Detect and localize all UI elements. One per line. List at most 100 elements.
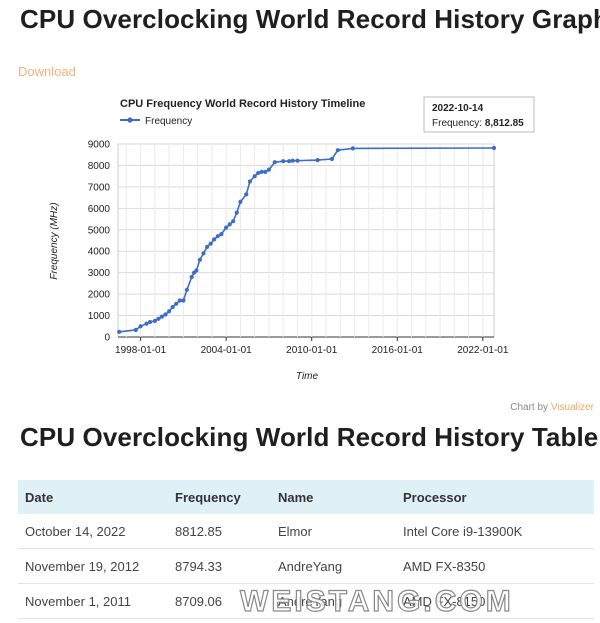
data-point xyxy=(350,146,355,151)
x-tick-label: 1998-01-01 xyxy=(115,345,167,356)
data-point xyxy=(259,169,264,174)
table-row: November 19, 2012 8794.33 AndreYang AMD … xyxy=(18,548,594,584)
data-point xyxy=(144,321,149,326)
cell-name: AndreYang xyxy=(271,548,396,584)
data-point xyxy=(256,170,261,176)
data-point xyxy=(238,199,243,204)
header-processor: Processor xyxy=(396,480,594,514)
cell-processor: AMD FX-8150 xyxy=(396,583,594,619)
data-point xyxy=(148,319,153,325)
data-point xyxy=(219,232,224,237)
x-tick-label: 2022-01-01 xyxy=(457,345,509,356)
data-point xyxy=(215,234,220,239)
data-point xyxy=(184,287,189,292)
data-point xyxy=(152,318,157,323)
header-frequency: Frequency xyxy=(168,480,271,514)
data-point xyxy=(281,159,286,164)
data-point xyxy=(117,329,122,334)
data-point xyxy=(174,301,179,306)
data-point xyxy=(266,167,271,172)
download-link[interactable]: Download xyxy=(18,64,76,79)
data-point xyxy=(290,158,295,163)
data-point xyxy=(295,158,300,163)
tooltip-date: 2022-10-14 xyxy=(432,103,484,114)
data-point xyxy=(138,324,143,329)
data-point xyxy=(163,312,168,317)
data-point xyxy=(335,148,340,153)
y-axis-ticks: 0 1000 2000 3000 4000 5000 6000 7000 8000 9000 xyxy=(88,140,111,344)
credit-prefix: Chart by xyxy=(510,402,551,413)
record-table: Date Frequency Name Processor October 14… xyxy=(18,480,594,619)
legend-label: Frequency xyxy=(145,116,192,127)
x-axis-ticks: 1998-01-01 2004-01-01 2010-01-01 2016-01-01… xyxy=(115,337,509,356)
x-axis-label: Time xyxy=(296,371,319,382)
chart-credit: Chart by Visualizer xyxy=(510,402,594,413)
cell-name: AndreYang xyxy=(271,583,396,619)
y-tick-label: 3000 xyxy=(88,268,111,279)
cell-frequency: 8812.85 xyxy=(168,514,271,549)
table-row: November 1, 2011 8709.06 AndreYang AMD F… xyxy=(18,583,594,619)
chart-series[interactable] xyxy=(117,145,497,334)
visualizer-link[interactable]: Visualizer xyxy=(550,402,594,413)
page-title: CPU Overclocking World Record History Gr… xyxy=(20,4,600,34)
y-tick-label: 1000 xyxy=(88,311,111,322)
tooltip: 2022-10-14 Frequency: 8,812.85 xyxy=(423,96,535,133)
data-point xyxy=(231,219,236,224)
cell-processor: AMD FX-8350 xyxy=(396,548,594,584)
y-tick-label: 7000 xyxy=(88,182,111,193)
data-point xyxy=(252,174,257,179)
cell-date: November 19, 2012 xyxy=(18,548,168,584)
data-point xyxy=(247,179,252,184)
cell-frequency: 8794.33 xyxy=(168,548,271,584)
data-point xyxy=(329,156,334,162)
y-tick-label: 6000 xyxy=(88,204,111,215)
y-tick-label: 5000 xyxy=(88,225,111,236)
data-point xyxy=(167,309,172,314)
y-tick-label: 0 xyxy=(104,333,110,344)
data-point xyxy=(315,158,320,163)
data-point xyxy=(201,251,206,256)
data-point xyxy=(205,244,210,249)
x-tick-label: 2004-01-01 xyxy=(201,345,253,356)
data-point xyxy=(272,160,277,165)
tooltip-number: 8,812.85 xyxy=(485,118,524,129)
tooltip-label: Frequency: xyxy=(432,118,485,129)
data-point xyxy=(194,268,199,273)
table-row: October 14, 2022 8812.85 Elmor Intel Cor… xyxy=(18,514,594,549)
legend-marker-icon xyxy=(127,117,133,123)
data-point xyxy=(170,304,175,310)
data-point xyxy=(159,314,164,319)
data-point xyxy=(224,225,229,230)
frequency-line-chart: 0 1000 2000 3000 4000 5000 6000 7000 8000 9000 19… xyxy=(49,96,535,382)
data-point xyxy=(133,327,138,332)
data-point xyxy=(212,237,217,242)
data-point xyxy=(234,210,239,215)
data-point xyxy=(177,298,182,303)
cell-processor: Intel Core i9-13900K xyxy=(396,514,594,549)
watermark: WEISTANG.COM xyxy=(239,584,514,618)
table-header-row: Date Frequency Name Processor xyxy=(18,480,594,514)
data-point xyxy=(197,257,202,262)
data-point xyxy=(189,274,194,280)
header-date: Date xyxy=(18,480,168,514)
chart-title: CPU Frequency World Record History Timel… xyxy=(120,98,365,110)
x-tick-label: 2010-01-01 xyxy=(286,345,338,356)
data-point xyxy=(263,169,268,174)
cell-date: November 1, 2011 xyxy=(18,583,168,619)
y-tick-label: 2000 xyxy=(88,290,111,301)
tooltip-value: Frequency: 8,812.85 xyxy=(432,118,524,129)
cell-name: Elmor xyxy=(271,514,396,549)
cell-date: October 14, 2022 xyxy=(18,514,168,549)
y-tick-label: 8000 xyxy=(88,161,111,172)
data-point xyxy=(287,159,292,164)
tooltip-box xyxy=(423,96,535,133)
y-axis-label: Frequency (MHz) xyxy=(49,202,60,279)
data-point xyxy=(227,222,232,227)
x-tick-label: 2016-01-01 xyxy=(372,345,424,356)
data-point xyxy=(208,241,213,246)
legend[interactable]: Frequency xyxy=(120,116,192,127)
y-tick-label: 9000 xyxy=(88,140,111,151)
data-point xyxy=(156,316,161,321)
y-tick-label: 4000 xyxy=(88,247,111,258)
chart-grid xyxy=(117,143,495,338)
